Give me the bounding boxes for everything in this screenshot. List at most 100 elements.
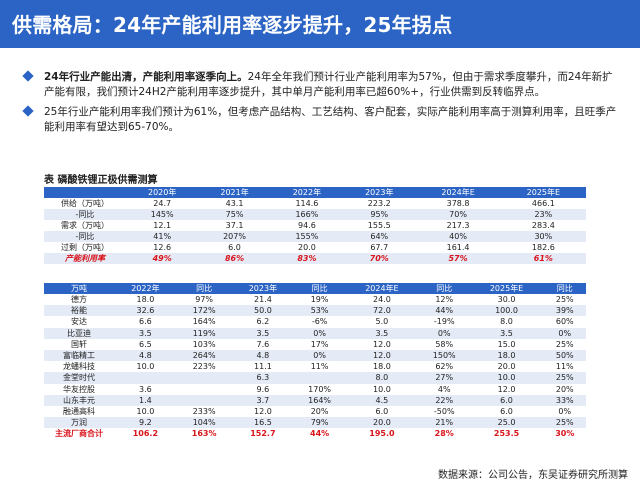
table-cell: 23% [500,209,586,220]
table-cell: 9.2 [114,417,177,429]
table-cell: 12.1 [153,221,172,230]
table-row: 富临精工 4.8 264% 4.8 0% 12.0 150% 18.0 50% [44,349,586,362]
company-capacity-table: 万吨 2022年 同比 2023年 同比 2024年E 同比 2025年E 同比 德方 18.0 9… [44,283,586,439]
table-cell: 20% [310,406,329,416]
table-cell: 0% [543,327,586,339]
table-cell: 20.0 [344,417,419,429]
table-cell: 170% [308,384,332,394]
table-cell: 79% [294,417,345,429]
table-cell: 7.6 [256,339,270,349]
column-header: 2022年 [114,283,177,294]
table-cell: 70% [343,253,416,264]
table-cell: 25% [543,417,586,429]
table-row: 华友控股 3.6 9.6 170% 10.0 4% 12.0 20% [44,384,586,395]
bullet-text: 25年行业产能利用率我们预计为61%，但考虑产品结构、工艺结构、客户配套，实际产… [44,106,617,133]
company-table-body: 德方 18.0 97% 21.4 19% 24.0 12% 30.0 25% 裕能 32.6 172%… [44,294,586,439]
table-cell: 223% [192,362,216,372]
table-row: 需求（万吨） 12.1 37.1 94.6 155.5 217.3 283.4 [44,220,586,231]
table-cell: 37.1 [225,221,244,230]
table-cell: 60% [555,317,574,327]
table-row: 国轩 6.5 103% 7.6 17% 12.0 58% 15.0 25% [44,339,586,350]
table-cell: 22% [418,394,470,406]
table-cell: 95% [343,209,416,220]
bullet-bold-text: 24年行业产能出清，产能利用率逐季向上。 [44,71,248,83]
table-cell: 233% [192,406,216,416]
column-header: 同比 [418,283,470,294]
table-cell: 43.1 [225,199,244,208]
table-cell: 30% [500,231,586,242]
table-cell: 50.0 [231,305,295,317]
table-cell: 44% [310,429,330,439]
table-cell: 64% [343,231,416,242]
table-row: 山东丰元 1.4 3.7 164% 4.5 22% 6.0 33% [44,394,586,406]
table-row: 德方 18.0 97% 21.4 19% 24.0 12% 30.0 25% [44,294,586,305]
table-cell: 44% [418,305,470,317]
table-cell: 155% [270,231,344,242]
table-cell: 207% [198,231,271,242]
table-row: 裕能 32.6 172% 50.0 53% 72.0 44% 100.0 39% [44,305,586,317]
table-cell: 378.8 [446,199,470,208]
table-row: 主流厂商合计 106.2 163% 152.7 44% 195.0 28% 253.5 30% [44,428,586,439]
company-header-row: 万吨 2022年 同比 2023年 同比 2024年E 同比 2025年E 同比 [44,283,586,294]
column-header: 2022年 [270,187,344,198]
table-cell: 4.8 [231,349,295,362]
table-cell: 18.0 [469,349,544,362]
table-cell: 62% [435,362,454,372]
table-cell: 283.4 [531,221,555,230]
table-cell: 21% [418,417,470,429]
table-cell: 104% [176,417,232,429]
table-cell: 3.5 [469,327,544,339]
table-cell: 3.7 [231,394,295,406]
row-label: 德方 [71,295,87,305]
column-header: 万吨 [44,283,114,294]
row-label: 供给（万吨） [61,199,109,208]
table-cell: 5.0 [375,317,389,327]
table-row: 过剩（万吨） 12.6 6.0 20.0 67.7 161.4 182.6 [44,242,586,253]
table-cell: 6.6 [139,317,152,327]
table-cell: 12.0 [344,349,419,362]
table-cell: 40% [415,231,501,242]
table-cell: 466.1 [531,199,555,208]
table-row: 产能利用率 49% 86% 83% 70% 57% 61% [44,253,586,264]
table-row: 龙蟠科技 10.0 223% 11.1 11% 18.0 62% 20.0 11% [44,361,586,372]
table-cell: 20% [555,384,574,394]
table-cell: 253.5 [493,429,520,439]
table-cell: -50% [433,406,455,416]
row-label: 安达 [71,317,87,327]
table-cell: 27% [418,372,470,384]
table-cell: 11% [555,362,574,372]
table-cell: 152.7 [250,429,276,439]
table-cell: 19% [310,295,329,305]
table-cell: 6.0 [469,394,544,406]
table-cell: 61% [500,253,586,264]
column-header: 2021年 [198,187,271,198]
table-cell: 172% [176,305,232,317]
bullet-item: 24年行业产能出清，产能利用率逐季向上。24年全年我们预计行业产能利用率为57%… [22,70,622,99]
row-label: 融通高科 [63,406,95,416]
table-cell: 150% [418,349,470,362]
table-cell [176,372,232,384]
column-header: 2023年 [343,187,416,198]
table-cell: 3.5 [114,327,177,339]
diamond-bullet-icon [22,70,34,82]
table-cell: 72.0 [344,305,419,317]
table-cell: 8.0 [344,372,419,384]
table-cell: 39% [543,305,586,317]
row-label: 裕能 [44,305,114,317]
row-label: 需求（万吨） [61,221,109,230]
table-row: 比亚迪 3.5 119% 3.5 0% 3.5 0% 3.5 0% [44,327,586,339]
row-label: -同比 [44,209,126,220]
row-label: 主流厂商合计 [55,429,103,439]
row-label: 龙蟠科技 [63,362,95,372]
table-cell: 32.6 [114,305,177,317]
table-cell: 0% [294,327,345,339]
row-label: 金堂时代 [44,372,114,384]
table-row: 供给（万吨） 24.7 43.1 114.6 223.2 378.8 466.1 [44,198,586,209]
title-bar: 供需格局：24年产能利用率逐步提升，25年拐点 [0,0,640,48]
table-cell: 10.0 [136,362,155,372]
table-cell: 20.0 [497,362,516,372]
table-cell: 12.0 [373,339,391,349]
table-cell: 6.2 [256,317,270,327]
supply-header-row: 2020年 2021年 2022年 2023年 2024年E 2025年E [44,187,586,198]
table-cell: 6.0 [375,406,389,416]
